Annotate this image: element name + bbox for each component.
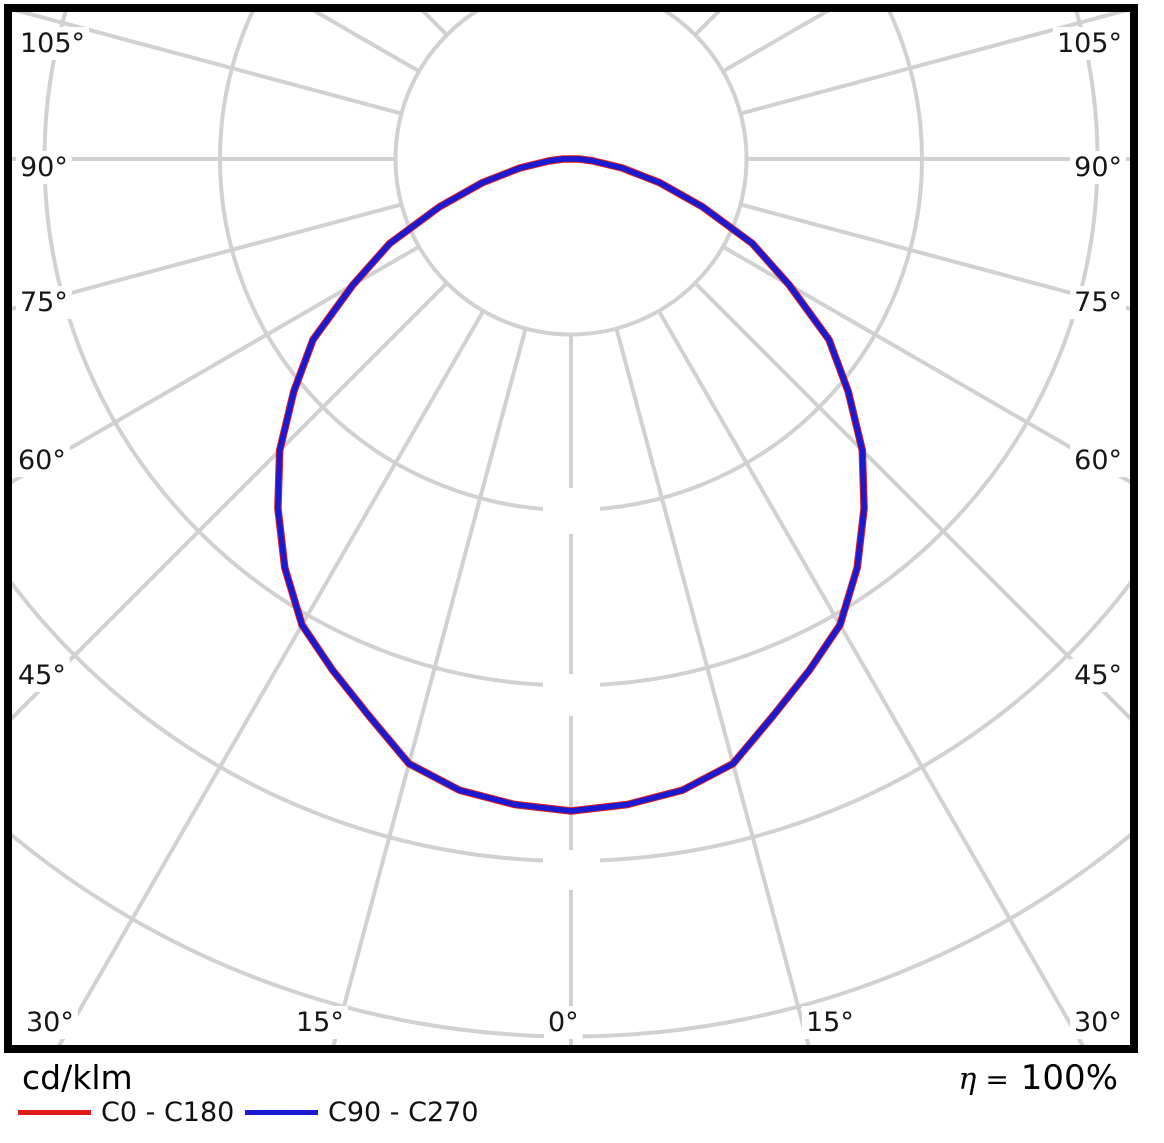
eta-symbol: η	[958, 1062, 977, 1097]
grid-radial	[693, 281, 1130, 721]
c90-c270-line-swatch	[245, 1109, 318, 1115]
grid-radial	[740, 202, 1130, 311]
ring-value-blank	[543, 850, 600, 890]
angle-tick-label-bg	[292, 1006, 348, 1039]
grid-radial	[12, 245, 421, 485]
angle-tick-label-bg	[16, 151, 72, 184]
efficiency-label: η = 100%	[958, 1058, 1118, 1098]
angle-tick-label: 0°	[548, 1007, 579, 1038]
grid-radial	[57, 309, 485, 1045]
angle-tick-label: 105°	[20, 28, 85, 59]
legend-label-c0-c180: C0 - C180	[101, 1096, 235, 1128]
eta-value: 100%	[1020, 1058, 1118, 1098]
ring-value-blank	[543, 674, 600, 716]
grid-radial	[14, 12, 402, 116]
angle-tick-label-bg	[14, 659, 70, 692]
legend-item-c90-c270: C90 - C270	[245, 1096, 479, 1128]
angle-tick-label-bg	[1070, 659, 1126, 692]
angle-tick-label: 75°	[1074, 287, 1122, 318]
angle-tick-label-bg	[22, 1006, 78, 1039]
angle-tick-label-bg	[16, 286, 72, 319]
angle-tick-label-bg	[16, 27, 90, 60]
angle-tick-label: 15°	[806, 1007, 854, 1038]
units-label: cd/klm	[22, 1058, 133, 1097]
eta-equals: =	[985, 1063, 1009, 1096]
grid-radial	[740, 12, 1128, 116]
angle-tick-label: 30°	[1074, 1007, 1122, 1038]
angle-tick-label: 90°	[20, 152, 68, 183]
angle-tick-label: 75°	[20, 287, 68, 318]
angle-tick-label-bg	[1070, 1006, 1126, 1039]
grid-radial	[12, 202, 402, 311]
ring-value-blank	[543, 488, 600, 534]
legend-label-c90-c270: C90 - C270	[328, 1096, 479, 1128]
grid-radial	[721, 245, 1130, 485]
grid-radial	[331, 328, 528, 1045]
c0-c180-line-swatch	[18, 1109, 91, 1115]
grid-radial	[12, 281, 449, 721]
angle-tick-label-bg	[1070, 444, 1126, 477]
grid-radial	[657, 309, 1085, 1045]
angle-tick-label: 30°	[26, 1007, 74, 1038]
angle-tick-label-bg	[1052, 27, 1126, 60]
angle-tick-label-bg	[1070, 151, 1126, 184]
angle-tick-label: 60°	[18, 445, 66, 476]
angle-tick-label-bg	[14, 444, 70, 477]
angle-tick-label: 45°	[18, 660, 66, 691]
c90-c270-curve	[275, 156, 867, 814]
angle-tick-label: 15°	[296, 1007, 344, 1038]
angle-tick-label-bg	[544, 1006, 583, 1039]
legend-item-c0-c180: C0 - C180	[18, 1096, 234, 1128]
angle-tick-label-bg	[1070, 286, 1126, 319]
angle-tick-label-bg	[802, 1006, 858, 1039]
grid-ring	[12, 580, 1130, 863]
angle-tick-label: 60°	[1074, 445, 1122, 476]
chart-frame	[4, 4, 1138, 1053]
grid-radial	[614, 328, 811, 1045]
angle-tick-label: 45°	[1074, 660, 1122, 691]
angle-tick-label: 105°	[1057, 28, 1122, 59]
grid-ring	[393, 12, 749, 337]
legend: C0 - C180 C90 - C270	[0, 1096, 700, 1130]
angle-tick-label: 90°	[1074, 152, 1122, 183]
